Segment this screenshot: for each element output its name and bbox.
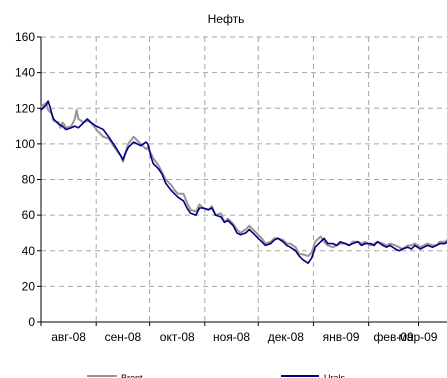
x-tick-label: фев-09 — [373, 330, 414, 344]
chart-title: Нефть — [208, 12, 245, 26]
y-tick-label: 120 — [15, 101, 35, 115]
x-tick-label: мар-09 — [399, 330, 438, 344]
y-tick-label: 160 — [15, 30, 35, 44]
x-tick-label: окт-08 — [160, 330, 195, 344]
x-tick-label: авг-08 — [51, 330, 86, 344]
legend: Brent Urals — [87, 373, 346, 378]
x-tick-label: сен-08 — [105, 330, 142, 344]
y-tick-label: 80 — [22, 173, 36, 187]
y-tick-label: 100 — [15, 137, 35, 151]
series-line-brent — [40, 101, 447, 258]
y-tick-label: 60 — [22, 208, 36, 222]
y-tick-label: 20 — [22, 279, 36, 293]
grid — [41, 36, 447, 322]
x-tick-label: дек-08 — [268, 330, 305, 344]
legend-label-urals: Urals — [324, 373, 346, 378]
x-tick-label: янв-09 — [323, 330, 360, 344]
legend-label-brent: Brent — [121, 373, 143, 378]
y-tick-label: 40 — [22, 244, 36, 258]
x-tick-label: ноя-08 — [213, 330, 250, 344]
series-line-urals — [40, 100, 447, 264]
axes: 0 20 40 60 80 100 120 140 160 авг-08 сен-08 окт-08 н… — [15, 30, 447, 344]
series-lines — [40, 100, 447, 264]
y-tick-label: 140 — [15, 66, 35, 80]
y-tick-label: 0 — [28, 315, 35, 329]
